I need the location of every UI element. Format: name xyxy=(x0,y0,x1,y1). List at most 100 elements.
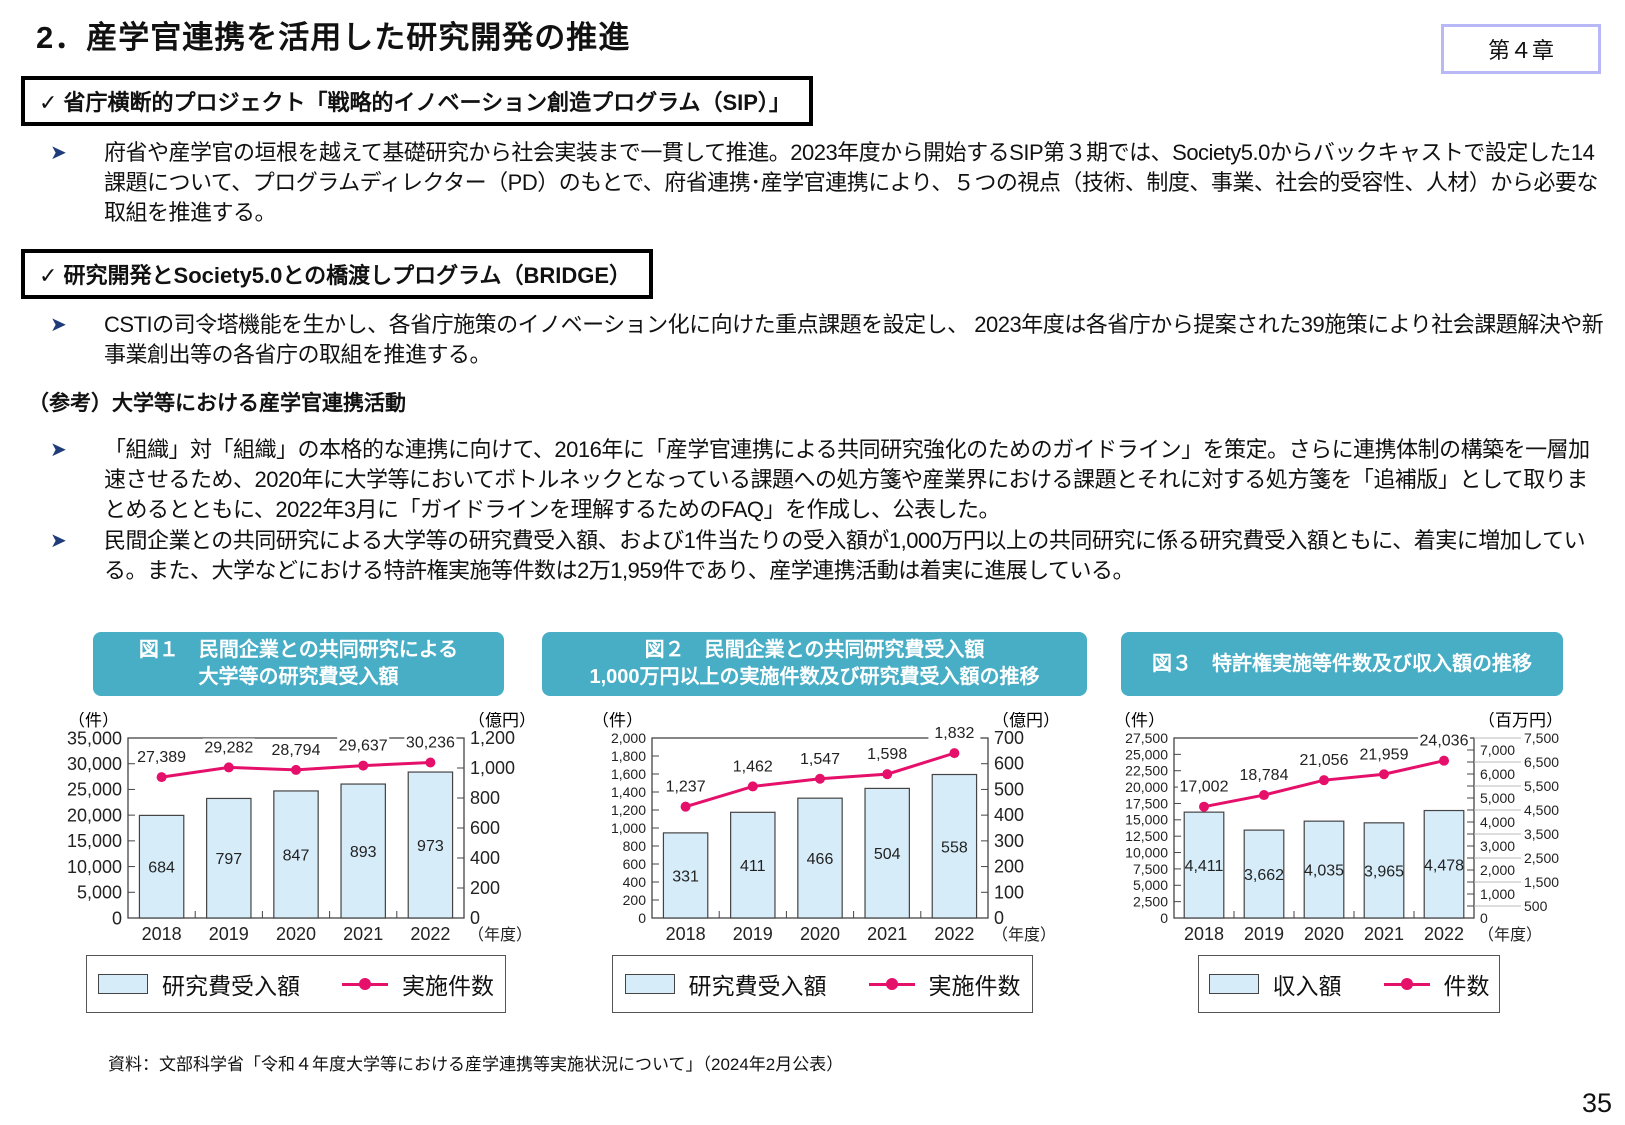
right-tick-label: 7,000 xyxy=(1480,742,1515,758)
line-marker-icon xyxy=(868,974,915,994)
right-tick-label: 0 xyxy=(994,908,1004,928)
x-tick-label: 2021 xyxy=(1364,924,1404,944)
left-tick-label: 200 xyxy=(623,892,647,908)
bullet-text: 民間企業との共同研究による大学等の研究費受入額、および1件当たりの受入額が1,0… xyxy=(104,528,1586,583)
legend-bar-label: 研究費受入額 xyxy=(162,973,300,999)
x-axis-unit: （年度） xyxy=(1478,926,1542,944)
label-bg xyxy=(337,736,390,754)
bar xyxy=(1423,809,1465,919)
line-point xyxy=(291,764,301,775)
left-tick-label: 20,000 xyxy=(67,805,122,825)
reference-heading: （参考）大学等における産学官連携活動 xyxy=(28,392,406,415)
right-tick-label: 5,000 xyxy=(1480,790,1515,806)
right-tick-label: 7,500 xyxy=(1524,730,1559,746)
line-value-label: 21,056 xyxy=(1300,752,1349,769)
right-tick-label: 3,500 xyxy=(1524,826,1559,842)
bar-swatch-icon xyxy=(98,974,148,994)
line-point xyxy=(1439,755,1449,766)
left-tick-label: 1,200 xyxy=(611,802,646,818)
section-heading-sip: ✓ 省庁横断的プロジェクト「戦略的イノベーション創造プログラム（SIP）」 xyxy=(21,76,813,126)
left-tick-label: 10,000 xyxy=(1125,844,1168,860)
figure-3-legend: 収入額 件数 xyxy=(1198,955,1500,1013)
line-value-label: 28,794 xyxy=(272,742,321,759)
right-tick-label: 1,200 xyxy=(470,728,515,748)
bar-value-label: 3,965 xyxy=(1364,863,1404,880)
text-area: 2．産学官連携を活用した研究開発の推進 ✓ 省庁横断的プロジェクト「戦略的イノベ… xyxy=(21,18,1606,586)
right-tick-label: 700 xyxy=(994,728,1024,748)
bar-value-label: 893 xyxy=(350,844,377,861)
right-tick-label: 800 xyxy=(470,788,500,808)
line-point xyxy=(949,748,960,759)
right-axis-unit: （億円） xyxy=(992,712,1060,730)
figure-title-line: 図３ 特許権実施等件数及び収入額の推移 xyxy=(1152,652,1532,675)
bar-value-label: 3,662 xyxy=(1244,867,1284,884)
right-tick-label: 600 xyxy=(470,818,500,838)
bar xyxy=(1183,811,1225,919)
right-tick-label: 500 xyxy=(994,779,1024,799)
arrowhead-bullet-icon: ➤ xyxy=(50,530,67,552)
line-value-label: 1,237 xyxy=(666,779,706,796)
right-tick-label: 2,000 xyxy=(1480,862,1515,878)
left-tick-label: 12,500 xyxy=(1125,828,1168,844)
left-tick-label: 25,000 xyxy=(1125,746,1168,762)
right-tick-label: 200 xyxy=(470,878,500,898)
left-tick-label: 1,000 xyxy=(611,820,646,836)
bar-value-label: 847 xyxy=(283,847,310,864)
line-point xyxy=(680,801,691,812)
right-tick-label: 6,500 xyxy=(1524,754,1559,770)
bar-value-label: 466 xyxy=(807,851,834,868)
left-tick-label: 5,000 xyxy=(77,883,122,903)
line-value-label: 29,637 xyxy=(339,738,388,755)
left-tick-label: 20,000 xyxy=(1125,779,1168,795)
x-tick-label: 2018 xyxy=(142,924,182,944)
right-tick-label: 500 xyxy=(1524,898,1548,914)
bar xyxy=(1243,829,1285,919)
right-tick-label: 1,000 xyxy=(1480,886,1515,902)
line-value-label: 29,282 xyxy=(204,739,253,756)
page-number: 35 xyxy=(1582,1088,1613,1118)
bar-value-label: 504 xyxy=(874,846,901,863)
right-tick-label: 400 xyxy=(994,805,1024,825)
legend-line-label: 実施件数 xyxy=(928,973,1021,999)
legend-line-label: 件数 xyxy=(1443,973,1490,999)
x-tick-label: 2021 xyxy=(343,924,383,944)
bar xyxy=(1303,820,1345,919)
arrowhead-bullet-icon: ➤ xyxy=(50,314,67,336)
label-bg xyxy=(794,749,846,767)
bar-value-label: 411 xyxy=(740,858,766,875)
left-tick-label: 5,000 xyxy=(1133,877,1168,893)
left-tick-label: 30,000 xyxy=(67,754,122,774)
left-tick-label: 400 xyxy=(623,874,647,890)
x-axis-unit: （年度） xyxy=(992,926,1056,944)
figure-1-chart: （件） （億円） 0 5,000 10,000 15,000 20,000 25,000 30,… xyxy=(67,712,536,944)
label-bg xyxy=(1418,731,1470,749)
label-bg xyxy=(1358,745,1410,763)
figure-2-legend: 研究費受入額 実施件数 xyxy=(612,955,1033,1013)
bar xyxy=(340,783,386,919)
figure-3-chart: （件） （百万円）02,5005,0007,50010,00012,50015,0… xyxy=(1114,712,1563,944)
right-tick-label: 200 xyxy=(994,857,1024,877)
x-tick-label: 2022 xyxy=(934,924,974,944)
bullet-item: ➤ 府省や産学官の垣根を越えて基礎研究から社会実装まで一貫して推進。2023年度… xyxy=(50,138,1606,228)
label-bg xyxy=(861,745,914,763)
right-tick-label: 5,500 xyxy=(1524,778,1559,794)
label-bg xyxy=(928,724,981,742)
legend-bar-label: 収入額 xyxy=(1272,973,1342,999)
line-value-label: 1,832 xyxy=(934,725,974,742)
x-tick-label: 2020 xyxy=(1304,924,1344,944)
left-tick-label: 27,500 xyxy=(1125,730,1168,746)
label-bg xyxy=(135,748,188,766)
figure-1-title: 図１ 民間企業との共同研究による 大学等の研究費受入額 xyxy=(93,632,504,696)
left-axis-unit: （件） xyxy=(1114,712,1165,730)
x-tick-label: 2022 xyxy=(410,924,450,944)
bullet-text: 府省や産学官の垣根を越えて基礎研究から社会実装まで一貫して推進。2023年度から… xyxy=(104,140,1598,225)
left-tick-label: 15,000 xyxy=(1125,812,1168,828)
left-tick-label: 0 xyxy=(1160,910,1168,926)
line-value-label: 1,462 xyxy=(733,758,773,775)
label-bg xyxy=(270,740,322,758)
figure-2-chart: （件） （億円） 0 200 400 600 800 1,000 1,200 1,400 1,600… xyxy=(592,712,1060,944)
bar xyxy=(206,797,252,919)
section-heading-bridge: ✓ 研究開発とSociety5.0との橋渡しプログラム（BRIDGE） xyxy=(21,249,654,299)
right-axis-unit: （百万円） xyxy=(1478,712,1563,730)
right-tick-label: 600 xyxy=(994,754,1024,774)
